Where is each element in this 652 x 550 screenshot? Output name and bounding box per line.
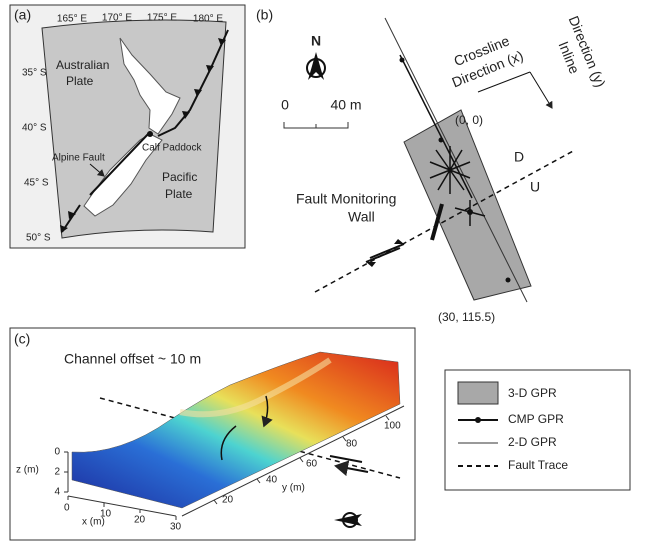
lat-label: 40° S [22,123,47,134]
panel-label: (c) [14,331,30,347]
x-tick: 20 [134,515,146,526]
legend-label: CMP GPR [508,412,564,426]
channel [179,357,332,418]
legend-label: 2-D GPR [508,435,557,449]
offset-arrows [220,395,267,461]
lon-label: 170° E [102,13,132,24]
plate-label: Plate [165,187,193,201]
axes-3d [64,405,405,520]
y-tick: 40 [266,475,278,486]
panel-label: (b) [256,7,273,23]
gpr-3d-grid [403,109,532,301]
y-tick: 100 [384,421,401,432]
plate-label: Australian [56,58,109,72]
fault-arrow [89,163,105,177]
down-label: D [514,149,524,165]
legend-swatch [475,417,481,423]
y-tick: 20 [222,495,234,506]
z-label: z (m) [16,465,39,476]
plate-label: Plate [66,74,94,88]
lat-label: 45° S [24,178,49,189]
cmp-point [399,57,405,63]
cmp-point [505,277,511,283]
lon-label: 165° E [57,14,87,25]
y-tick: 60 [306,459,318,470]
fault-trace [314,149,576,293]
slip-arrows [365,243,405,263]
lat-label: 50° S [26,233,51,244]
lat-label: 35° S [22,68,47,79]
wall-label: Wall [348,209,375,225]
x-tick: 10 [100,509,112,520]
legend-swatch [457,381,499,405]
fault-label: Alpine Fault [52,153,105,164]
scale-label: 0 [281,97,289,113]
map-area [41,19,227,239]
legend-label: 3-D GPR [508,386,557,400]
x-tick: 30 [170,522,182,533]
south-island [83,133,163,217]
plate-label: Pacific [162,170,197,184]
direction-arrows [477,71,552,108]
z-tick: 0 [54,447,60,458]
scale-bar [283,122,349,129]
north-label: N [311,33,321,49]
scale-label: 40 m [330,97,361,113]
cmp-star [429,146,486,226]
slip-heads [366,239,404,267]
cmp-point [438,137,444,143]
site-label: Calf Paddock [142,143,202,154]
lon-label: 180° E [193,14,223,25]
z-tick: 2 [54,467,60,478]
north-arrow [334,514,362,526]
panel-label: (a) [14,7,31,23]
monitoring-wall [430,203,444,241]
north-arrow [308,52,324,80]
lon-label: 175° E [147,13,177,24]
up-label: U [530,179,540,195]
origin-label: (0, 0) [455,113,483,127]
slip-arrows [330,456,369,472]
x-tick: 0 [64,503,70,514]
x-label: x (m) [82,517,105,528]
y-tick: 80 [346,439,358,450]
annotation: Channel offset ~ 10 m [64,351,201,367]
y-label: y (m) [282,483,305,494]
legend-label: Fault Trace [508,458,568,472]
north-island [119,37,181,135]
z-tick: 4 [54,487,60,498]
surface [71,351,401,509]
corner-label: (30, 115.5) [438,310,495,324]
site-marker [147,131,153,137]
wall-label: Fault Monitoring [296,191,396,207]
